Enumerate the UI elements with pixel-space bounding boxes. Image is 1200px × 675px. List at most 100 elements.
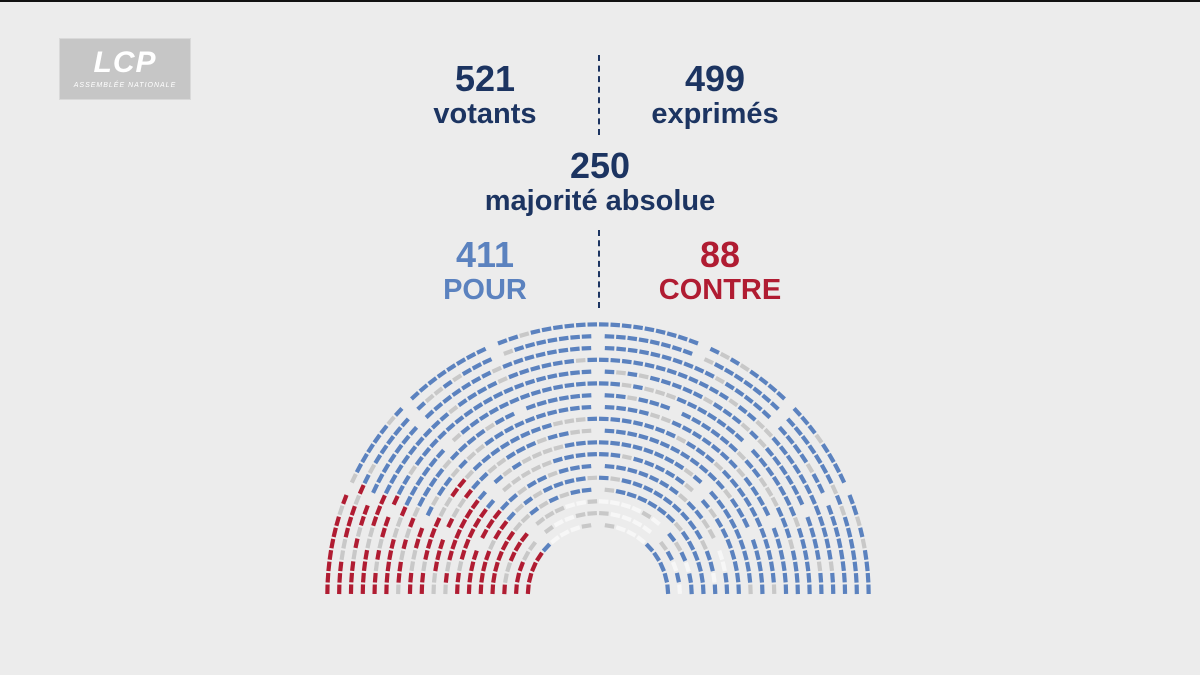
seat-mark: [512, 521, 523, 532]
seat-mark: [701, 437, 712, 447]
seat-mark: [807, 424, 817, 435]
seat-mark: [621, 323, 632, 329]
contre-stat: 88 CONTRE: [630, 236, 810, 307]
seat-mark: [449, 450, 460, 461]
seat-mark: [650, 351, 661, 358]
seat-mark: [513, 584, 519, 595]
seat-mark: [850, 550, 857, 561]
seat-mark: [671, 382, 682, 390]
seat-mark: [643, 386, 655, 393]
seat-mark: [700, 499, 711, 509]
seat-mark: [783, 495, 792, 507]
seat-mark: [830, 515, 838, 527]
seat-mark: [598, 322, 609, 327]
seat-mark: [794, 572, 800, 583]
seat-mark: [496, 550, 504, 562]
seat-mark: [524, 341, 536, 349]
seat-mark: [367, 463, 377, 475]
seat-mark: [638, 409, 649, 416]
seat-mark: [685, 441, 697, 450]
seat-mark: [804, 561, 811, 572]
seat-mark: [821, 527, 828, 538]
seat-mark: [704, 370, 715, 379]
seat-mark: [778, 445, 788, 456]
seat-mark: [633, 456, 644, 464]
seat-mark: [477, 490, 488, 501]
seat-mark: [632, 519, 643, 528]
seat-mark: [719, 351, 731, 361]
seat-mark: [635, 535, 647, 545]
seat-mark: [647, 500, 658, 509]
seat-mark: [519, 331, 530, 338]
seat-mark: [459, 549, 467, 560]
seat-mark: [559, 491, 570, 499]
seat-mark: [621, 514, 632, 522]
seat-mark: [662, 572, 670, 583]
seat-mark: [541, 542, 552, 553]
seat-mark: [384, 584, 389, 595]
seat-mark: [852, 561, 858, 572]
seat-mark: [451, 507, 460, 518]
seat-mark: [535, 551, 544, 562]
seat-mark: [802, 550, 809, 561]
seat-mark: [692, 474, 703, 485]
seat-mark: [488, 406, 500, 415]
seat-mark: [503, 348, 514, 356]
seat-mark: [443, 572, 449, 583]
seat-mark: [610, 512, 621, 519]
seat-mark: [763, 538, 770, 550]
seat-mark: [761, 409, 772, 420]
seat-mark: [682, 386, 693, 395]
seat-mark: [707, 528, 716, 540]
seat-mark: [718, 391, 729, 401]
seat-mark: [505, 561, 513, 573]
seat-mark: [527, 540, 538, 552]
seat-mark: [360, 452, 369, 464]
seat-mark: [570, 488, 581, 496]
seat-mark: [478, 584, 484, 595]
seat-mark: [804, 484, 813, 495]
seat-mark: [793, 516, 801, 528]
seat-mark: [670, 445, 681, 454]
seat-mark: [821, 443, 830, 454]
seat-mark: [436, 486, 446, 497]
logo-main-text: LCP: [93, 46, 157, 79]
seat-mark: [750, 486, 760, 497]
seat-mark: [610, 322, 621, 328]
seat-mark: [633, 360, 644, 367]
seat-mark: [709, 346, 720, 355]
seat-mark: [659, 480, 670, 489]
seat-mark: [750, 539, 758, 550]
seat-mark: [818, 572, 824, 583]
seat-mark: [564, 442, 575, 449]
seat-mark: [552, 360, 563, 367]
seat-mark: [598, 452, 609, 457]
seat-mark: [788, 506, 797, 517]
seat-mark: [812, 538, 819, 549]
top-border: [0, 0, 1200, 2]
seat-mark: [826, 549, 833, 560]
seat-mark: [666, 368, 677, 376]
seat-mark: [383, 516, 391, 527]
seat-mark: [520, 469, 532, 479]
seat-mark: [719, 435, 730, 445]
seat-mark: [749, 369, 760, 379]
seat-mark: [775, 538, 783, 549]
seat-mark: [665, 584, 671, 595]
seat-mark: [638, 373, 649, 380]
seat-mark: [530, 464, 542, 473]
seat-mark: [724, 584, 730, 595]
seat-mark: [581, 369, 592, 375]
seat-mark: [649, 375, 661, 383]
seat-mark: [386, 435, 396, 446]
seat-mark: [771, 436, 781, 447]
seat-mark: [464, 469, 475, 480]
seat-mark: [357, 484, 366, 495]
seat-mark: [660, 341, 672, 349]
seat-mark: [466, 451, 477, 461]
seat-mark: [442, 459, 452, 470]
seat-mark: [418, 383, 429, 393]
seat-mark: [610, 381, 621, 387]
seat-mark: [515, 445, 526, 454]
